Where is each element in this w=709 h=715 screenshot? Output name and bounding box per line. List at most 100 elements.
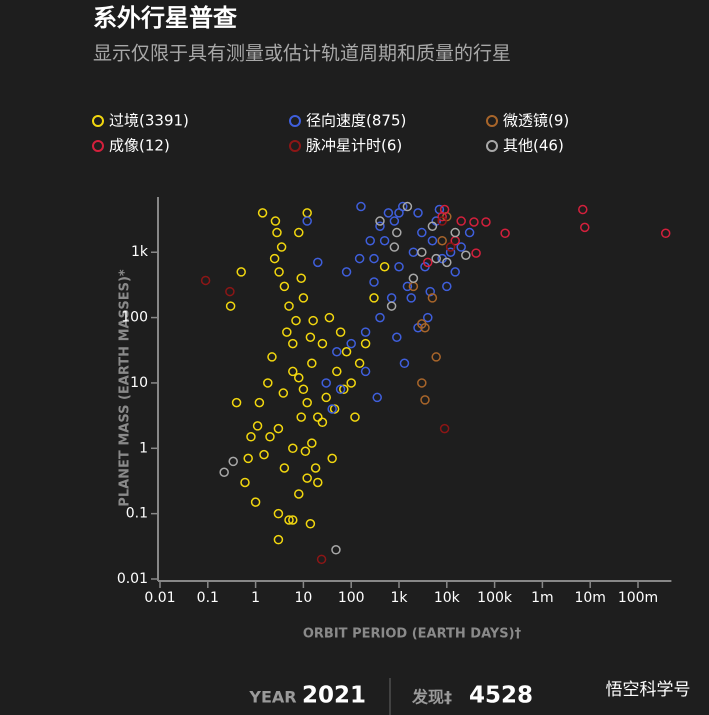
point [231,397,242,408]
y-tick-label: 10 [130,375,148,391]
point [331,545,341,555]
point [464,227,475,238]
point [273,423,284,434]
point [423,312,433,323]
x-tick-label: 100 [338,590,365,606]
point [425,286,435,297]
point [427,235,438,246]
subtitle: 显示仅限于具有测量或估计轨道周期和质量的行星 [93,43,511,65]
point [399,358,410,369]
point [270,216,281,226]
legend-label: 微透镜(9) [503,112,569,130]
point [300,446,311,457]
point [278,388,289,398]
point [332,366,342,377]
x-tick-label: 1 [251,590,260,606]
point [341,267,352,277]
point [356,201,366,212]
point [379,235,390,246]
point [225,301,236,311]
point [288,515,298,525]
point [317,338,328,349]
point [265,432,275,442]
point [471,248,481,258]
point [379,261,390,272]
point [317,417,328,428]
point [413,208,423,218]
point [335,384,346,395]
point [660,228,671,239]
point [346,338,356,349]
point [296,273,306,283]
point [228,456,238,467]
point [310,463,321,473]
x-tick-label: 0.1 [197,590,219,606]
x-tick-label: 1k [390,590,408,606]
point [332,347,342,357]
point [284,515,294,525]
point [294,227,304,238]
point [450,227,460,238]
point [500,228,510,239]
point [369,293,379,303]
point [225,286,235,297]
count-label: 发现‡ [411,688,452,707]
point [456,216,466,226]
y-tick-label: 100 [121,310,148,326]
point [360,366,371,377]
point [298,293,309,303]
point [442,257,452,268]
point [437,235,447,246]
point [389,242,400,252]
point [307,438,317,448]
point [481,217,491,227]
point [375,216,385,226]
point [354,358,365,369]
point [346,378,356,388]
x-tick-label: 0.01 [144,590,175,606]
title: 系外行星普查 [93,4,237,32]
legend-swatch [289,115,301,127]
point [298,384,309,395]
x-tick-label: 100k [477,590,513,606]
point [372,392,382,403]
point [383,208,394,218]
point [392,332,402,343]
point [305,332,316,343]
point [327,453,337,464]
point [339,384,349,395]
point [394,208,404,218]
legend-swatch [486,115,498,127]
point [386,301,397,311]
point [335,327,346,337]
point [288,338,298,349]
point [417,247,427,257]
point [375,221,385,231]
point [288,366,298,377]
point [375,312,385,323]
point [431,352,441,362]
point [420,322,430,333]
point [267,352,277,362]
x-axis-title: ORBIT PERIOD (EARTH DAYS)† [303,627,522,642]
point [402,281,413,292]
point [327,404,337,414]
point [354,253,365,264]
point [308,315,318,326]
point [250,497,261,507]
point [431,253,441,264]
point [282,327,292,337]
legend-swatch [486,140,498,152]
point [456,242,466,252]
point [423,257,433,268]
point [389,216,400,226]
point [578,204,588,215]
point [276,242,287,252]
y-axis-title: PLANET MASS (EARTH MASSES)* [118,269,133,507]
point [316,554,327,565]
point [324,312,335,323]
point [394,261,404,272]
point [450,267,460,277]
point [427,221,438,231]
